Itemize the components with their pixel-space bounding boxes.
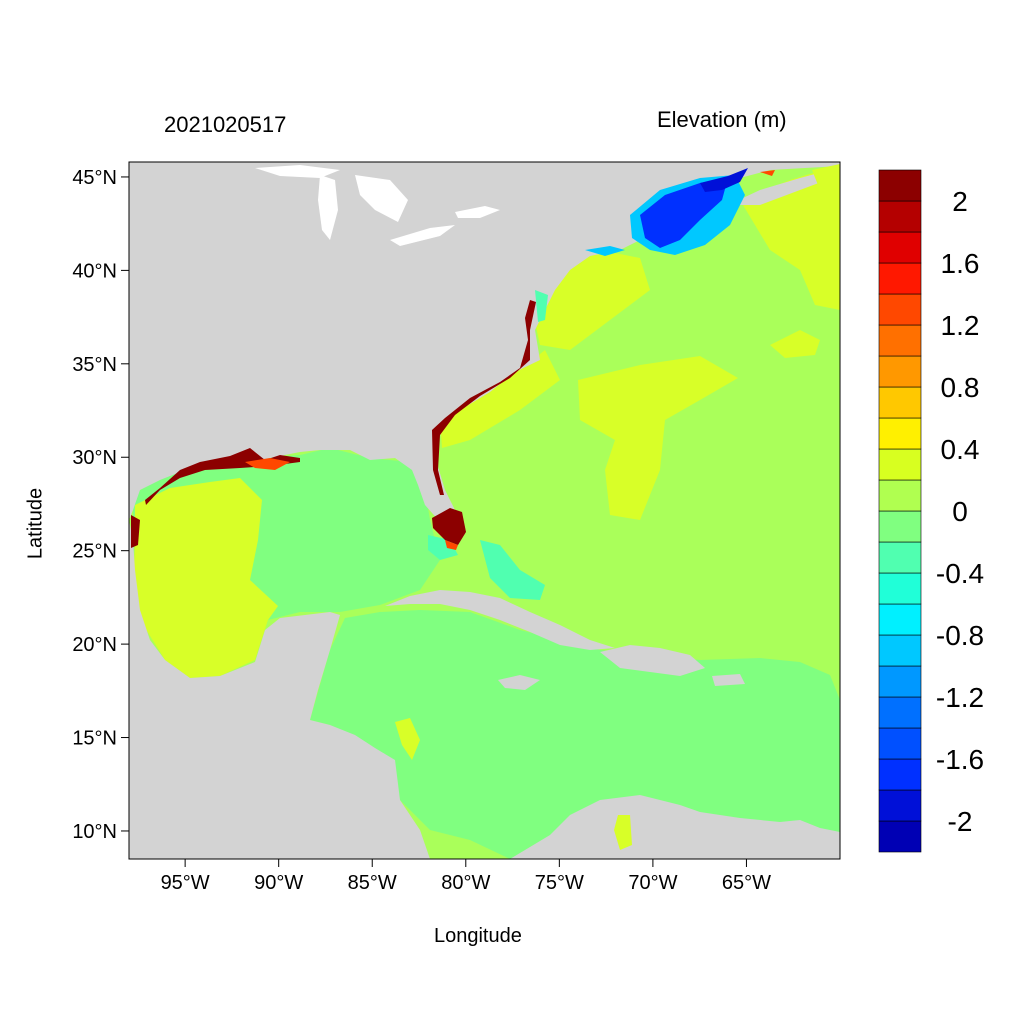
colorbar-label: 1.2 [941,310,980,341]
land-south-america [510,795,840,859]
colorbar: 2 1.6 1.2 0.8 0.4 0 -0.4 -0.8 -1.2 -1.6 -2 [878,169,984,853]
x-tick-label: 70°W [628,872,677,894]
colorbar-swatch [878,448,922,481]
texas-coast-surge [131,515,140,548]
colorbar-swatch [878,231,922,264]
x-tick-label: 75°W [535,872,584,894]
y-tick-label: 20°N [72,634,117,656]
colorbar-swatch [878,789,922,822]
colorbar-label: -1.2 [936,682,984,713]
louisiana-surge-mid [245,458,290,470]
east-coast-surge [432,300,536,495]
colorbar-label: 0.4 [941,434,980,465]
colorbar-label: -2 [948,806,973,837]
colorbar-swatch [878,634,922,667]
map-panel [129,162,840,859]
x-tick-label: 95°W [161,872,210,894]
lake-erie [390,225,455,246]
x-tick-label: 90°W [254,872,303,894]
colorbar-label: 0 [952,496,968,527]
y-tick-label: 15°N [72,728,117,750]
colorbar-swatch [878,541,922,574]
lake-michigan [318,175,338,240]
colorbar-swatch [878,417,922,450]
maracaibo-positive [614,815,632,850]
colorbar-label: 1.6 [941,248,980,279]
colorbar-swatch [878,386,922,419]
colorbar-swatch [878,169,922,202]
x-axis-ticks: 95°W 90°W 85°W 80°W 75°W 70°W 65°W [161,859,771,894]
land-cuba [385,590,615,650]
colorbar-swatch [878,293,922,326]
colorbar-swatch [878,727,922,760]
colorbar-swatch [878,355,922,388]
x-axis-label: Longitude [434,925,522,947]
y-tick-label: 30°N [72,447,117,469]
ocean-caribbean [310,610,840,859]
variable-label: Elevation (m) [657,107,787,132]
x-tick-label: 65°W [722,872,771,894]
colorbar-label: 0.8 [941,372,980,403]
florida-surge-mid [445,540,458,550]
colorbar-label: -0.4 [936,558,984,589]
colorbar-label: -1.6 [936,744,984,775]
chesapeake-negative [535,290,548,322]
land-jamaica [498,675,540,690]
lake-superior [255,165,340,178]
colorbar-swatch [878,510,922,543]
y-tick-label: 40°N [72,260,117,282]
colorbar-swatch [878,479,922,512]
lake-huron [355,175,408,222]
y-axis-ticks: 45°N 40°N 35°N 30°N 25°N 20°N 15°N 10°N [72,167,129,843]
colorbar-label: -0.8 [936,620,984,651]
florida-surge-high [432,508,466,545]
colorbar-swatch [878,696,922,729]
colorbar-swatch [878,262,922,295]
y-tick-label: 25°N [72,541,117,563]
colorbar-swatch [878,603,922,636]
maine-coast-surge [760,170,775,176]
nova-scotia-positive [812,164,840,190]
land-north-america [129,162,840,522]
atlantic-positive-patch-4 [770,330,820,358]
lake-ontario [455,206,500,218]
gulf-west-anomaly [134,478,278,678]
colorbar-swatch [878,665,922,698]
y-tick-label: 45°N [72,167,117,189]
land-nova-scotia [728,168,840,205]
x-tick-label: 80°W [441,872,490,894]
atlantic-positive-patch-2 [440,350,560,448]
map-frame [128,161,841,860]
x-tick-label: 85°W [348,872,397,894]
atlantic-positive-patch-3 [578,356,738,520]
gulf-maine-negative-darkest [700,168,748,192]
bahamas-negative [480,540,545,600]
colorbar-label: 2 [952,186,968,217]
gulf-maine-negative-deep [640,178,728,248]
colorbar-swatch [878,572,922,605]
y-tick-label: 35°N [72,354,117,376]
colorbar-swatch [878,820,922,853]
colorbar-swatch [878,324,922,357]
long-island-negative [585,246,625,256]
honduras-positive [395,718,420,760]
land-puerto-rico [712,674,745,686]
colorbar-swatch [878,758,922,791]
colorbar-swatch [878,200,922,233]
timestamp-label: 2021020517 [164,112,287,137]
land-hispaniola [600,645,705,676]
land-mexico [129,520,430,859]
y-tick-label: 10°N [72,821,117,843]
